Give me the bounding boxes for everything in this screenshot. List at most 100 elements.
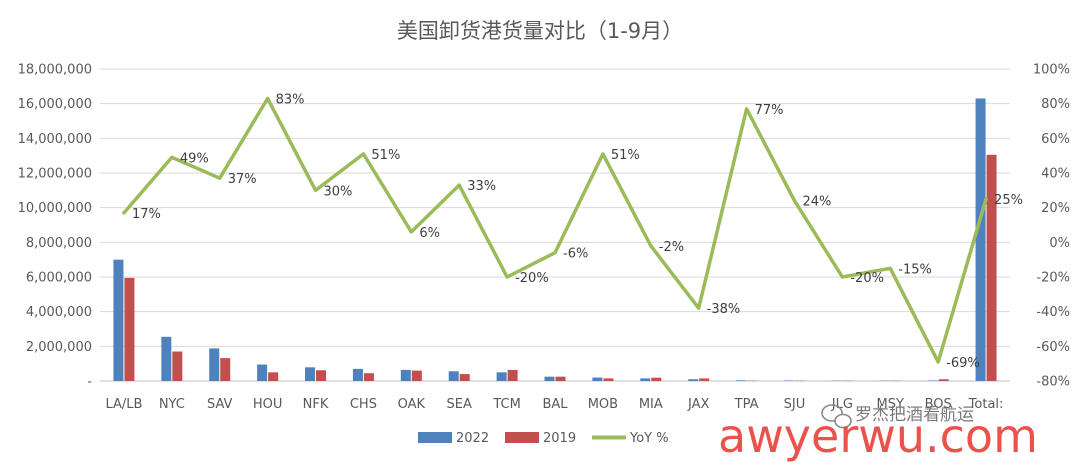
yoy-label: 37% (228, 172, 257, 187)
watermark-account: 罗杰把酒看航运 (855, 405, 974, 425)
bar-2022 (927, 380, 938, 381)
chart-title: 美国卸货港货量对比（1-9月） (397, 19, 683, 43)
category-label: CHS (350, 397, 377, 412)
yoy-label: -38% (707, 302, 741, 317)
yoy-line (122, 96, 988, 364)
yoy-label: 25% (994, 193, 1023, 208)
yoy-label: -69% (946, 356, 980, 371)
category-label: SJU (784, 397, 806, 412)
category-label: LA/LB (105, 397, 142, 412)
bar-2019 (507, 369, 518, 381)
yoy-label: 6% (419, 226, 440, 241)
bar-2022 (592, 377, 603, 381)
left-axis-ticks: - 2,000,000 4,000,000 6,000,000 8,000,000 10,… (18, 63, 93, 390)
yoy-label: -15% (898, 262, 932, 277)
yoy-label: 83% (276, 92, 305, 107)
bar-2022 (640, 378, 651, 381)
gridlines (100, 68, 1010, 382)
category-label: JLG (831, 397, 853, 412)
legend-swatch-2019 (505, 432, 539, 443)
category-label: TCM (492, 397, 520, 412)
yoy-label: 77% (755, 103, 784, 118)
legend-label-2022: 2022 (456, 431, 489, 446)
wechat-icon (821, 404, 852, 429)
bar-2022 (688, 379, 699, 381)
category-label: OAK (398, 397, 426, 412)
yoy-label: 30% (324, 184, 353, 199)
category-labels: LA/LB NYC SAV HOU NFK CHS OAK SEA TCM BAL MOB MIA JA… (105, 397, 1003, 412)
category-label: NFK (303, 397, 329, 412)
left-tick-label: 14,000,000 (18, 132, 92, 147)
yoy-label: 24% (802, 195, 831, 210)
yoy-label: -20% (515, 271, 549, 286)
right-axis-ticks: -80% -60% -40% -20% 0% 20% 40% 60% 80% 100% (1033, 63, 1070, 390)
yoy-label: 17% (132, 207, 161, 222)
watermark-site: awyerwu.com (718, 409, 1038, 463)
bar-2019 (124, 277, 135, 381)
bar-2022 (496, 372, 507, 381)
category-label: JAX (687, 397, 709, 412)
legend-label-yoy: YoY % (629, 431, 669, 446)
bar-2022 (400, 369, 411, 381)
left-tick-label: 10,000,000 (18, 201, 92, 216)
right-tick-label: 60% (1041, 132, 1070, 147)
bar-series (113, 98, 997, 381)
legend: 2022 2019 YoY % (418, 431, 669, 446)
yoy-label: 49% (180, 151, 209, 166)
yoy-label: -20% (850, 271, 884, 286)
bar-2022 (257, 364, 268, 381)
bar-2022 (352, 368, 363, 381)
left-tick-label: 6,000,000 (26, 271, 92, 286)
bar-2019 (603, 378, 614, 381)
left-tick-label: 16,000,000 (18, 97, 92, 112)
yoy-data-labels: 17% 49% 37% 83% 30% 51% 6% 33% -20% -6% 51% -2% -38%… (132, 92, 1023, 370)
watermark: 罗杰把酒看航运 awyerwu.com (718, 404, 1038, 463)
left-tick-label: 18,000,000 (18, 63, 92, 78)
bar-2022 (113, 259, 124, 381)
yoy-label: 33% (467, 179, 496, 194)
bar-2019 (316, 370, 327, 381)
right-tick-label: -20% (1036, 271, 1070, 286)
legend-label-2019: 2019 (543, 431, 576, 446)
category-label: HOU (253, 397, 283, 412)
category-label: Total: (968, 397, 1004, 412)
left-tick-label: - (87, 375, 92, 390)
yoy-line-series (122, 96, 988, 364)
yoy-label: -6% (563, 247, 588, 262)
bar-2022 (448, 371, 459, 381)
bar-2022 (783, 380, 794, 381)
category-label: MIA (639, 397, 663, 412)
bar-2022 (975, 98, 986, 381)
left-tick-label: 12,000,000 (18, 167, 92, 182)
category-label: BOS (925, 397, 952, 412)
category-label: MOB (588, 397, 618, 412)
legend-swatch-2022 (418, 432, 452, 443)
bar-2022 (209, 348, 220, 381)
bar-2022 (161, 336, 172, 381)
category-label: TPA (734, 397, 759, 412)
right-tick-label: 100% (1033, 63, 1070, 78)
left-tick-label: 8,000,000 (26, 236, 92, 251)
right-tick-label: -40% (1036, 305, 1070, 320)
right-tick-label: 80% (1041, 97, 1070, 112)
bar-2019 (268, 372, 279, 381)
bar-2019 (459, 374, 470, 381)
right-tick-label: -80% (1036, 375, 1070, 390)
right-tick-label: 20% (1041, 201, 1070, 216)
bar-2022 (544, 376, 555, 381)
left-tick-label: 2,000,000 (26, 340, 92, 355)
yoy-label: 51% (611, 148, 640, 163)
right-tick-label: -60% (1036, 340, 1070, 355)
yoy-label: -2% (659, 240, 684, 255)
bar-2019 (699, 378, 710, 381)
bar-2019 (986, 154, 997, 381)
bar-2019 (172, 351, 183, 381)
yoy-label: 51% (371, 148, 400, 163)
bar-2019 (411, 370, 422, 381)
category-label: SAV (207, 397, 233, 412)
category-label: NYC (159, 397, 185, 412)
bar-2022 (305, 367, 316, 381)
right-tick-label: 0% (1049, 236, 1070, 251)
bar-2019 (363, 373, 374, 381)
